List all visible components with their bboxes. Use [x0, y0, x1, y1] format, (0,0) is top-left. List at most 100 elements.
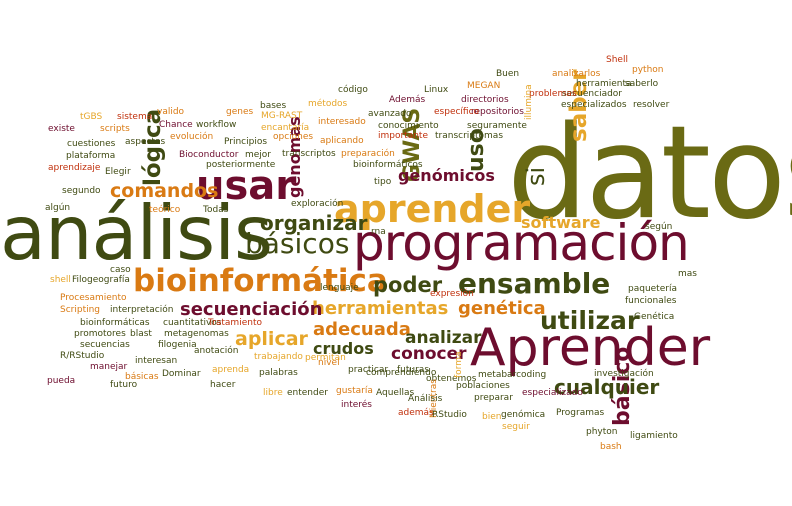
word: Shell [606, 55, 628, 65]
word: cualquier [554, 375, 660, 399]
word: según [645, 222, 673, 232]
word: hacer [210, 380, 236, 390]
word: Bioconductor [179, 150, 239, 160]
word: Scripting [60, 305, 101, 315]
word: anotación [194, 346, 239, 356]
word: preparar [474, 393, 513, 403]
word: específico [434, 107, 480, 117]
word: métodos [308, 99, 348, 109]
word: manejar [90, 362, 128, 372]
word: bioinformáticas [80, 318, 150, 328]
word: transcriptomas [435, 131, 504, 141]
word: importante [378, 131, 429, 141]
word: nivel [318, 358, 340, 368]
word: Chance [159, 120, 193, 130]
word: poder [373, 273, 443, 297]
word: futuras [397, 365, 430, 375]
word: analizar [405, 328, 482, 348]
word: Dominar [162, 369, 201, 379]
word: conocimiento [378, 121, 439, 131]
word: practicar [348, 365, 389, 375]
word: tGBS [80, 112, 103, 122]
word: phyton [586, 427, 618, 437]
word: shell [50, 275, 71, 285]
word: investigación [594, 369, 654, 379]
word: comprendiendo [366, 368, 437, 378]
word: illumina [524, 84, 534, 120]
word: ensamble [458, 267, 611, 300]
word: obtenemos [426, 374, 477, 384]
word: Tratamiento [208, 318, 262, 328]
word: repositorios [471, 107, 524, 117]
word: crudos [313, 339, 374, 358]
word: especializado [522, 388, 583, 398]
word: secuenciador [562, 89, 623, 99]
word: caso [110, 265, 131, 275]
word: Filogeografía [72, 275, 130, 285]
word: aplicar [235, 328, 308, 350]
word: genómica [501, 410, 546, 420]
word: adecuada [313, 319, 411, 340]
word: Genética [634, 312, 675, 322]
word: transcriptos [282, 149, 336, 159]
word: paquetería [628, 284, 677, 294]
word: aspectos [125, 137, 166, 147]
word: Análisis [408, 394, 443, 404]
word: bases [260, 101, 287, 111]
word: segundo [62, 186, 101, 196]
word: aprendizaje [48, 163, 101, 173]
word: bioinformáticos [353, 160, 423, 170]
word: Buen [496, 69, 520, 79]
word: permitan [305, 353, 346, 363]
word: Aquellas [376, 388, 415, 398]
word: workflow [196, 120, 237, 130]
word: poblaciones [456, 381, 510, 391]
word: interés [341, 400, 372, 410]
word: scripts [100, 124, 130, 134]
word: palabras [259, 368, 298, 378]
word: bien [482, 412, 502, 422]
word: pueda [47, 376, 76, 386]
word: encantaría [261, 123, 310, 133]
word: herramienta [576, 79, 632, 89]
word: seguir [502, 422, 530, 432]
word: preparación [341, 149, 395, 159]
word: Elegir [105, 167, 131, 177]
word: expresión [430, 289, 474, 299]
word: comandos [110, 180, 219, 202]
word: analizarlos [552, 69, 601, 79]
word: secuencias [80, 340, 130, 350]
word: exploración [291, 199, 344, 209]
word: plataforma [66, 151, 116, 161]
word: opciones [273, 132, 314, 142]
word: usar [196, 163, 296, 209]
word: directorios [461, 95, 509, 105]
word: futuro [110, 380, 138, 390]
word: lenguaje [320, 283, 359, 293]
word: metagenomas [164, 329, 229, 339]
word: conocer [391, 344, 467, 364]
word: python [632, 65, 664, 75]
word: mejor [245, 150, 272, 160]
word: programación [353, 214, 690, 272]
word: básicos [245, 227, 350, 260]
word: rna [371, 227, 386, 237]
word: entender [287, 388, 328, 398]
word: aprender [334, 187, 531, 231]
word: tipo [374, 177, 392, 187]
word: seguramente [467, 121, 527, 131]
word: MEGAN [467, 81, 501, 91]
word: cuestiones [67, 139, 116, 149]
word: además [398, 408, 434, 418]
word: aprenda [212, 365, 250, 375]
word: mas [678, 269, 697, 279]
word: básicas [125, 372, 159, 382]
word: Además [389, 95, 426, 105]
word: blast [130, 329, 152, 339]
word: Linux [424, 85, 449, 95]
word: teórico [149, 205, 181, 215]
word: utilizar [540, 306, 640, 335]
word: ligamiento [630, 431, 678, 441]
word: genes [226, 107, 254, 117]
